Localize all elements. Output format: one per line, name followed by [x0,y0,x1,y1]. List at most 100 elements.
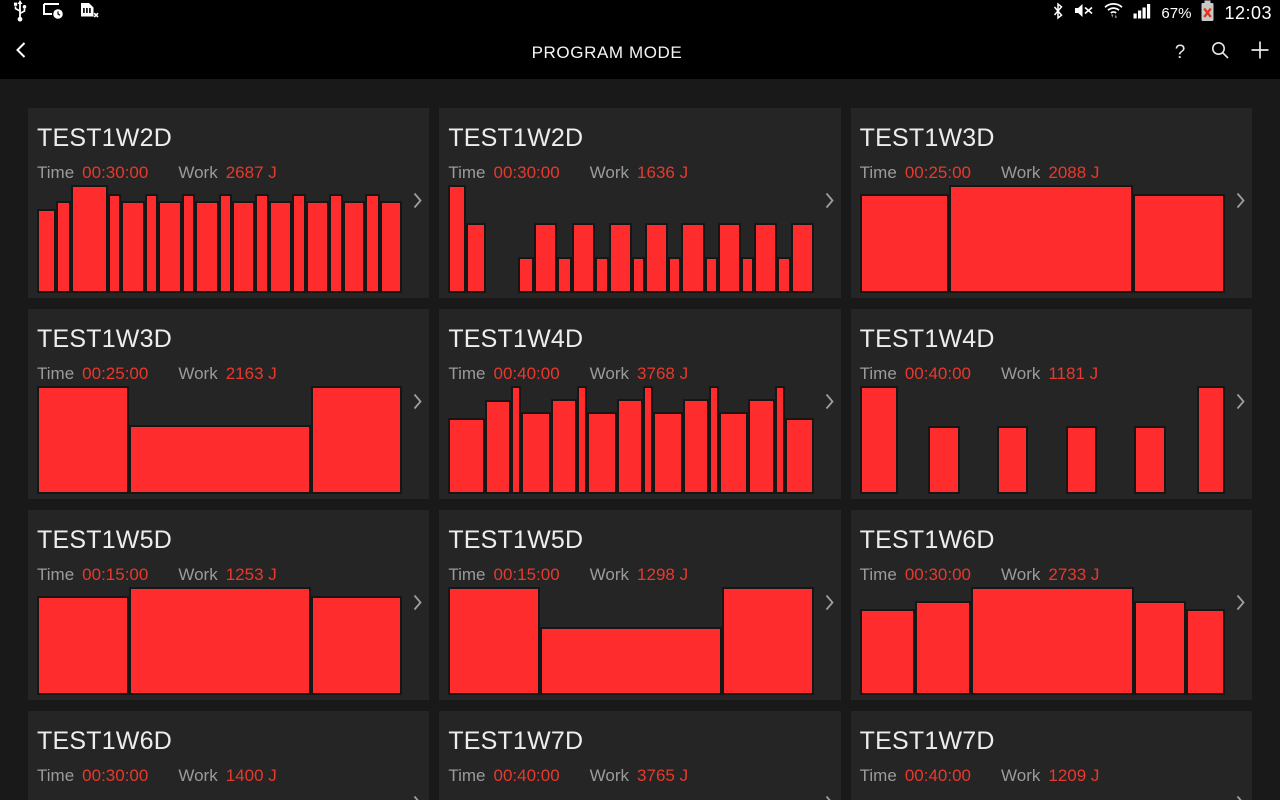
chart-bar [305,201,330,293]
program-bar-chart [37,788,402,800]
program-card[interactable]: TEST1W4D Time 00:40:00 Work 1181 J [850,309,1252,499]
chevron-right-icon [1235,191,1246,215]
time-value: 00:30:00 [82,163,149,182]
chart-bar [645,222,669,293]
chart-bar [859,386,899,494]
chart-bar [195,201,219,293]
wifi-arrows-icon [1103,2,1124,24]
program-bar-chart [859,386,1225,494]
time-label: Time [37,565,75,584]
chart-bar [181,193,196,293]
chart-bar [587,411,617,494]
program-card[interactable]: TEST1W4D Time 00:40:00 Work 3768 J [439,309,841,499]
time-label: Time [37,766,75,785]
battery-error-icon [1200,0,1215,27]
work-label: Work [178,364,218,383]
program-card[interactable]: TEST1W5D Time 00:15:00 Work 1253 J [28,510,430,700]
program-card[interactable]: TEST1W7D Time 00:40:00 Work 1209 J [850,711,1252,800]
chart-bar [466,222,487,293]
chart-bar [668,257,682,293]
chart-bar [128,424,311,494]
program-meta: Time 00:40:00 Work 1209 J [860,766,1252,786]
work-label: Work [589,364,630,383]
time-value: 00:30:00 [493,163,560,182]
screen-timeout-clock-icon [42,1,65,25]
program-card[interactable]: TEST1W7D Time 00:40:00 Work 3765 J [439,711,841,800]
page-title: PROGRAM MODE [531,42,683,62]
search-button[interactable] [1200,26,1240,79]
chart-bar [571,222,595,293]
chart-bar [55,201,72,293]
program-title: TEST1W5D [448,526,584,554]
program-bar-chart [859,587,1225,695]
chart-bar [577,386,588,494]
time-value: 00:25:00 [82,364,149,383]
program-title: TEST1W3D [859,124,995,152]
chevron-right-icon [1235,794,1246,800]
work-value: 2163 J [225,364,277,383]
program-card[interactable]: TEST1W5D Time 00:15:00 Work 1298 J [439,510,841,700]
program-card[interactable]: TEST1W6D Time 00:30:00 Work 2733 J [850,510,1252,700]
work-value: 1209 J [1048,766,1100,785]
chart-bar [790,222,814,293]
content-area: TEST1W2D Time 00:30:00 Work 2687 J TEST1… [0,79,1280,800]
program-meta: Time 00:25:00 Work 2088 J [860,163,1252,183]
chart-bar [971,587,1134,695]
program-card[interactable]: TEST1W6D Time 00:30:00 Work 1400 J [28,711,430,800]
program-bar-chart [37,185,403,293]
time-label: Time [859,766,897,785]
program-card[interactable]: TEST1W2D Time 00:30:00 Work 2687 J [28,108,430,298]
work-label: Work [589,565,630,584]
chart-bar [310,595,403,695]
work-label: Work [589,163,630,182]
program-bar-chart [448,587,814,695]
time-label: Time [448,163,486,182]
work-value: 1636 J [637,163,689,182]
back-button[interactable] [0,26,44,79]
chart-bar [1134,425,1166,494]
chart-bar [631,257,646,293]
work-label: Work [178,565,218,584]
battery-percent: 67% [1161,4,1192,22]
work-label: Work [1001,565,1041,584]
chart-bar [915,601,972,695]
program-meta: Time 00:40:00 Work 1181 J [860,364,1252,384]
chevron-right-icon [824,191,835,215]
chart-bar [1186,608,1225,695]
chart-bar [719,411,749,494]
time-value: 00:15:00 [493,565,560,584]
time-value: 00:40:00 [904,766,971,785]
program-title: TEST1W2D [448,124,584,152]
chart-bar [859,193,950,293]
work-label: Work [1001,364,1041,383]
chart-bar [653,411,683,494]
program-card[interactable]: TEST1W3D Time 00:25:00 Work 2088 J [850,108,1252,298]
program-card[interactable]: TEST1W3D Time 00:25:00 Work 2163 J [28,309,430,499]
chart-bar [785,418,814,494]
search-icon [1210,40,1230,65]
chart-bar [928,425,960,494]
usb-icon [12,0,28,27]
work-value: 1400 J [225,766,277,785]
time-value: 00:25:00 [904,163,971,182]
chevron-right-icon [824,593,835,617]
sim-card-removed-icon [79,1,100,25]
program-bar-chart [448,788,813,800]
work-value: 3765 J [637,766,689,785]
work-value: 3768 J [637,364,689,383]
chart-bar [775,386,786,494]
program-bar-chart [448,185,814,293]
chart-bar [121,201,145,293]
help-icon: ? [1174,41,1186,63]
chevron-right-icon [412,794,423,800]
chart-bar [448,185,467,293]
chart-bar [949,185,1133,293]
program-title: TEST1W4D [859,325,995,353]
time-label: Time [448,565,486,584]
program-card[interactable]: TEST1W2D Time 00:30:00 Work 1636 J [439,108,841,298]
chart-bar [107,193,122,293]
help-button[interactable]: ? [1160,26,1200,79]
program-title: TEST1W6D [859,526,995,554]
chart-bar [534,222,558,293]
add-program-button[interactable] [1240,26,1280,79]
